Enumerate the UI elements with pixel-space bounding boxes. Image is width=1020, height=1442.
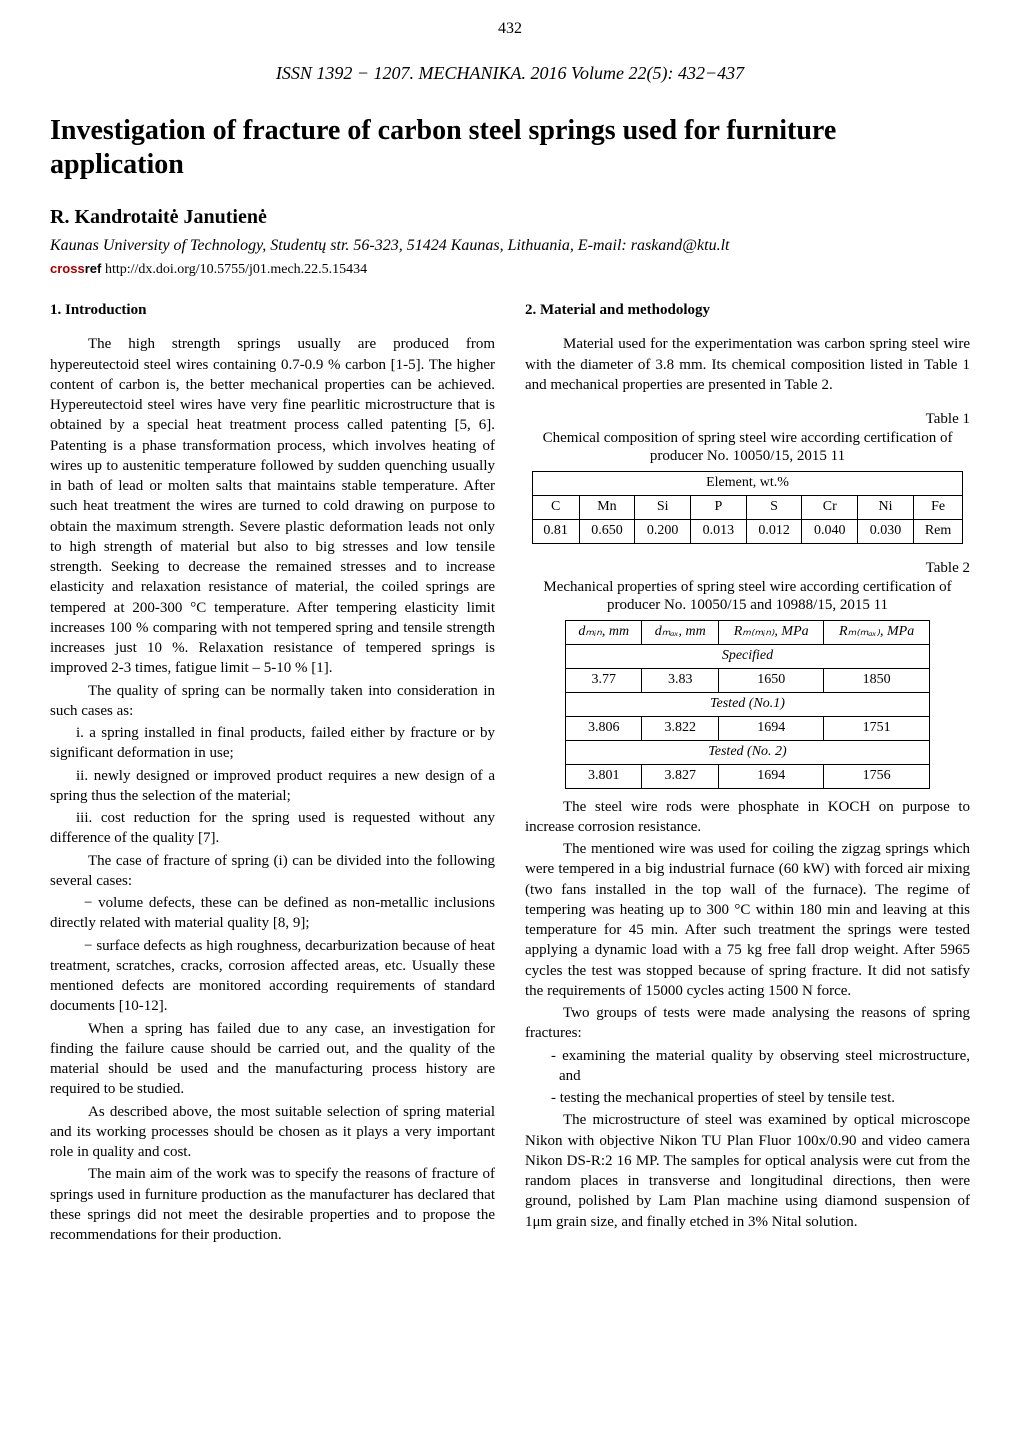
intro-para-2: The quality of spring can be normally ta… bbox=[50, 681, 495, 722]
t2-r1-c4: 1850 bbox=[824, 669, 930, 693]
t1-col-fe: Fe bbox=[913, 496, 962, 520]
t1-v-c: 0.81 bbox=[532, 520, 579, 544]
intro-para-3: The case of fracture of spring (i) can b… bbox=[50, 851, 495, 892]
crossref-ref: ref bbox=[85, 261, 102, 276]
t1-v-mn: 0.650 bbox=[579, 520, 635, 544]
t2-r1-c3: 1650 bbox=[719, 669, 824, 693]
issn-line: ISSN 1392 − 1207. MECHANIKA. 2016 Volume… bbox=[50, 63, 970, 84]
t1-col-ni: Ni bbox=[858, 496, 914, 520]
right-column: 2. Material and methodology Material use… bbox=[525, 300, 970, 1247]
t1-v-si: 0.200 bbox=[635, 520, 691, 544]
t1-v-fe: Rem bbox=[913, 520, 962, 544]
doi-line: crossref http://dx.doi.org/10.5755/j01.m… bbox=[50, 261, 970, 278]
section-1-heading: 1. Introduction bbox=[50, 300, 495, 320]
t1-col-s: S bbox=[746, 496, 802, 520]
page-number: 432 bbox=[50, 20, 970, 38]
t2-r3-c2: 3.827 bbox=[642, 764, 719, 788]
t1-v-cr: 0.040 bbox=[802, 520, 858, 544]
intro-para-1: The high strength springs usually are pr… bbox=[50, 334, 495, 678]
table-1: Element, wt.% C Mn Si P S Cr Ni Fe 0.81 … bbox=[532, 471, 964, 544]
t2-r2-c1: 3.806 bbox=[566, 716, 642, 740]
t1-col-mn: Mn bbox=[579, 496, 635, 520]
author-affiliation: Kaunas University of Technology, Student… bbox=[50, 237, 970, 255]
t2-col-rmin: Rₘ₍ₘᵢₙ₎, MPa bbox=[719, 621, 824, 645]
meth-para-1: Material used for the experimentation wa… bbox=[525, 334, 970, 395]
table-1-caption: Chemical composition of spring steel wir… bbox=[525, 429, 970, 465]
t2-r2-c2: 3.822 bbox=[642, 716, 719, 740]
t2-r1-c2: 3.83 bbox=[642, 669, 719, 693]
t2-r1-c1: 3.77 bbox=[566, 669, 642, 693]
t2-section-tested1: Tested (No.1) bbox=[566, 693, 930, 717]
t2-r2-c4: 1751 bbox=[824, 716, 930, 740]
table-2-col-headers: dₘᵢₙ, mm dₘₐₓ, mm Rₘ₍ₘᵢₙ₎, MPa Rₘ₍ₘₐₓ₎, … bbox=[566, 621, 930, 645]
paper-title: Investigation of fracture of carbon stee… bbox=[50, 114, 970, 181]
t2-row-2: 3.806 3.822 1694 1751 bbox=[566, 716, 930, 740]
table-1-col-headers: C Mn Si P S Cr Ni Fe bbox=[532, 496, 963, 520]
t2-section-tested2: Tested (No. 2) bbox=[566, 740, 930, 764]
intro-list-ii: ii. newly designed or improved product r… bbox=[50, 766, 495, 807]
meth-sublist-2: - testing the mechanical properties of s… bbox=[559, 1088, 970, 1108]
t2-col-dmax: dₘₐₓ, mm bbox=[642, 621, 719, 645]
table-1-data-row: 0.81 0.650 0.200 0.013 0.012 0.040 0.030… bbox=[532, 520, 963, 544]
left-column: 1. Introduction The high strength spring… bbox=[50, 300, 495, 1247]
table-1-header-span: Element, wt.% bbox=[532, 472, 963, 496]
t1-col-p: P bbox=[691, 496, 747, 520]
t1-v-p: 0.013 bbox=[691, 520, 747, 544]
t2-r3-c3: 1694 bbox=[719, 764, 824, 788]
table-2-label: Table 2 bbox=[525, 558, 970, 578]
t2-r2-c3: 1694 bbox=[719, 716, 824, 740]
t2-r3-c1: 3.801 bbox=[566, 764, 642, 788]
t1-col-si: Si bbox=[635, 496, 691, 520]
section-2-heading: 2. Material and methodology bbox=[525, 300, 970, 320]
table-2-caption: Mechanical properties of spring steel wi… bbox=[525, 578, 970, 614]
author-name: R. Kandrotaitė Janutienė bbox=[50, 206, 970, 229]
t2-row-1: 3.77 3.83 1650 1850 bbox=[566, 669, 930, 693]
meth-para-5: The microstructure of steel was examined… bbox=[525, 1110, 970, 1232]
t2-section-specified: Specified bbox=[566, 645, 930, 669]
t2-r3-c4: 1756 bbox=[824, 764, 930, 788]
table-2: dₘᵢₙ, mm dₘₐₓ, mm Rₘ₍ₘᵢₙ₎, MPa Rₘ₍ₘₐₓ₎, … bbox=[565, 620, 930, 788]
meth-sublist-1: - examining the material quality by obse… bbox=[559, 1046, 970, 1087]
doi-url: http://dx.doi.org/10.5755/j01.mech.22.5.… bbox=[105, 262, 367, 277]
crossref-logo: crossref bbox=[50, 261, 105, 276]
meth-para-2: The steel wire rods were phosphate in KO… bbox=[525, 797, 970, 838]
t1-col-c: C bbox=[532, 496, 579, 520]
meth-para-3: The mentioned wire was used for coiling … bbox=[525, 839, 970, 1001]
intro-dash-2: − surface defects as high roughness, dec… bbox=[50, 936, 495, 1017]
t1-v-s: 0.012 bbox=[746, 520, 802, 544]
intro-para-5: As described above, the most suitable se… bbox=[50, 1102, 495, 1163]
crossref-cross: cross bbox=[50, 261, 85, 276]
intro-para-6: The main aim of the work was to specify … bbox=[50, 1164, 495, 1245]
t2-col-dmin: dₘᵢₙ, mm bbox=[566, 621, 642, 645]
t1-v-ni: 0.030 bbox=[858, 520, 914, 544]
t2-row-3: 3.801 3.827 1694 1756 bbox=[566, 764, 930, 788]
intro-dash-1: − volume defects, these can be defined a… bbox=[50, 893, 495, 934]
t1-col-cr: Cr bbox=[802, 496, 858, 520]
intro-list-iii: iii. cost reduction for the spring used … bbox=[50, 808, 495, 849]
table-1-label: Table 1 bbox=[525, 409, 970, 429]
t2-col-rmax: Rₘ₍ₘₐₓ₎, MPa bbox=[824, 621, 930, 645]
intro-para-4: When a spring has failed due to any case… bbox=[50, 1019, 495, 1100]
intro-list-i: i. a spring installed in final products,… bbox=[50, 723, 495, 764]
meth-para-4: Two groups of tests were made analysing … bbox=[525, 1003, 970, 1044]
